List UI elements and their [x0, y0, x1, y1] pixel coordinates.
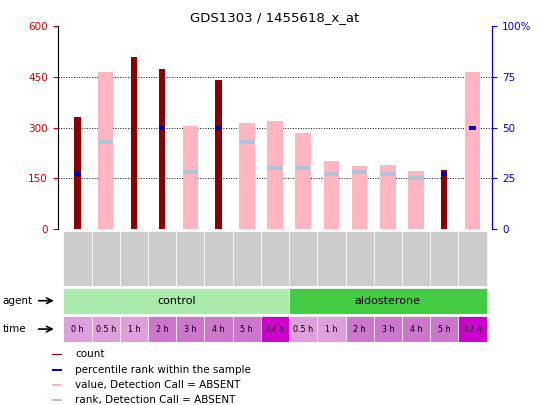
Bar: [458, 231, 487, 286]
Text: 5 h: 5 h: [240, 324, 253, 334]
Bar: [92, 231, 120, 286]
Text: 12 h: 12 h: [266, 324, 284, 334]
Text: value, Detection Call = ABSENT: value, Detection Call = ABSENT: [75, 380, 240, 390]
Bar: [317, 316, 345, 342]
Text: 1 h: 1 h: [128, 324, 140, 334]
Bar: [148, 231, 176, 286]
Bar: [159, 68, 165, 229]
Bar: [441, 170, 447, 229]
Bar: [233, 231, 261, 286]
Bar: [289, 316, 317, 342]
Text: 4 h: 4 h: [212, 324, 225, 334]
Bar: [52, 354, 62, 356]
Bar: [98, 140, 113, 144]
Bar: [233, 316, 261, 342]
Bar: [323, 172, 339, 176]
Bar: [159, 126, 165, 130]
Bar: [52, 369, 62, 371]
Text: percentile rank within the sample: percentile rank within the sample: [75, 365, 251, 375]
Bar: [352, 166, 367, 229]
Text: rank, Detection Call = ABSENT: rank, Detection Call = ABSENT: [75, 395, 235, 405]
Text: 3 h: 3 h: [382, 324, 394, 334]
Bar: [216, 80, 222, 229]
Bar: [317, 231, 345, 286]
Bar: [52, 384, 62, 386]
Bar: [295, 166, 311, 170]
Bar: [402, 231, 430, 286]
Bar: [441, 172, 447, 176]
Bar: [63, 288, 289, 314]
Text: 12 h: 12 h: [464, 324, 481, 334]
Bar: [295, 133, 311, 229]
Bar: [374, 231, 402, 286]
Bar: [131, 57, 137, 229]
Bar: [183, 170, 198, 174]
Bar: [352, 170, 367, 174]
Bar: [148, 316, 176, 342]
Bar: [402, 316, 430, 342]
Text: agent: agent: [3, 296, 33, 306]
Bar: [267, 166, 283, 170]
Text: 5 h: 5 h: [438, 324, 450, 334]
Bar: [469, 126, 476, 130]
Bar: [176, 316, 205, 342]
Bar: [345, 231, 374, 286]
Bar: [239, 122, 255, 229]
Bar: [261, 231, 289, 286]
Bar: [205, 316, 233, 342]
Bar: [289, 231, 317, 286]
Bar: [183, 126, 198, 229]
Bar: [63, 316, 92, 342]
Bar: [380, 165, 395, 229]
Bar: [239, 140, 255, 144]
Bar: [52, 399, 62, 401]
Text: 3 h: 3 h: [184, 324, 196, 334]
Bar: [430, 316, 458, 342]
Text: 0.5 h: 0.5 h: [96, 324, 116, 334]
Text: control: control: [157, 296, 196, 306]
Bar: [74, 117, 81, 229]
Bar: [408, 171, 424, 229]
Bar: [261, 316, 289, 342]
Bar: [345, 316, 374, 342]
Bar: [176, 231, 205, 286]
Text: 0.5 h: 0.5 h: [293, 324, 314, 334]
Bar: [458, 316, 487, 342]
Bar: [289, 288, 487, 314]
Bar: [74, 172, 81, 176]
Bar: [374, 316, 402, 342]
Bar: [408, 176, 424, 180]
Bar: [205, 231, 233, 286]
Text: 2 h: 2 h: [156, 324, 168, 334]
Text: 1 h: 1 h: [325, 324, 338, 334]
Text: 2 h: 2 h: [353, 324, 366, 334]
Text: 0 h: 0 h: [72, 324, 84, 334]
Bar: [92, 316, 120, 342]
Text: count: count: [75, 350, 104, 360]
Title: GDS1303 / 1455618_x_at: GDS1303 / 1455618_x_at: [190, 11, 360, 24]
Bar: [380, 172, 395, 176]
Bar: [98, 72, 113, 229]
Bar: [120, 231, 148, 286]
Bar: [465, 72, 480, 229]
Text: aldosterone: aldosterone: [355, 296, 421, 306]
Bar: [430, 231, 458, 286]
Text: 4 h: 4 h: [410, 324, 422, 334]
Bar: [63, 231, 92, 286]
Text: time: time: [3, 324, 26, 334]
Bar: [267, 121, 283, 229]
Bar: [216, 126, 222, 130]
Bar: [323, 161, 339, 229]
Bar: [120, 316, 148, 342]
